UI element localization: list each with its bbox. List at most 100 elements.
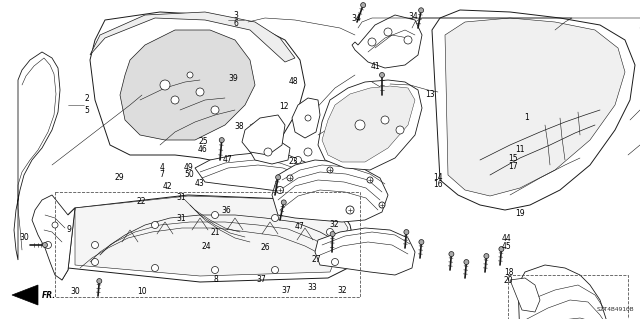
Circle shape (464, 260, 469, 264)
Text: 47: 47 (294, 222, 305, 231)
Polygon shape (32, 195, 75, 280)
Text: 29: 29 (115, 173, 125, 182)
Circle shape (404, 36, 412, 44)
Polygon shape (90, 12, 295, 62)
Polygon shape (510, 278, 540, 312)
Polygon shape (195, 152, 310, 192)
Circle shape (211, 266, 218, 273)
Text: 23: 23 (288, 157, 298, 166)
Polygon shape (292, 98, 320, 138)
Text: 3: 3 (233, 11, 238, 20)
Circle shape (160, 80, 170, 90)
Text: 26: 26 (260, 243, 271, 252)
Text: 31: 31 (176, 214, 186, 223)
Text: 48: 48 (288, 77, 298, 86)
Polygon shape (322, 86, 415, 162)
Text: 32: 32 (337, 286, 348, 295)
Circle shape (196, 88, 204, 96)
Polygon shape (58, 195, 355, 282)
Circle shape (211, 211, 218, 219)
Circle shape (379, 202, 385, 208)
Circle shape (367, 177, 373, 183)
Circle shape (404, 230, 409, 234)
Circle shape (384, 28, 392, 36)
Polygon shape (445, 18, 625, 196)
Circle shape (152, 264, 159, 271)
Polygon shape (242, 115, 285, 155)
Circle shape (220, 137, 224, 143)
Circle shape (171, 96, 179, 104)
Text: 7: 7 (159, 170, 164, 179)
Bar (508, 275, 628, 319)
Text: 18: 18 (504, 268, 513, 277)
Circle shape (152, 221, 159, 228)
Circle shape (396, 126, 404, 134)
Circle shape (287, 175, 293, 181)
Text: 42: 42 (163, 182, 173, 191)
Text: 17: 17 (508, 162, 518, 171)
Text: 34: 34 (351, 14, 361, 23)
Circle shape (211, 106, 219, 114)
Text: 19: 19 (515, 209, 525, 218)
Polygon shape (50, 208, 75, 280)
Polygon shape (315, 228, 415, 275)
Text: 36: 36 (221, 206, 231, 215)
Text: 32: 32 (329, 220, 339, 229)
Text: 21: 21 (211, 228, 220, 237)
Text: 50: 50 (184, 170, 194, 179)
Polygon shape (12, 285, 38, 305)
Text: 47: 47 (222, 155, 232, 164)
Circle shape (294, 157, 301, 164)
Circle shape (264, 148, 272, 156)
Polygon shape (352, 15, 422, 68)
Text: 2: 2 (84, 94, 89, 103)
Text: 37: 37 (282, 286, 292, 295)
Circle shape (327, 167, 333, 173)
Circle shape (97, 278, 102, 284)
Circle shape (187, 72, 193, 78)
Circle shape (271, 266, 278, 273)
Polygon shape (518, 265, 615, 319)
Circle shape (449, 252, 454, 256)
Text: 30: 30 (19, 233, 29, 242)
Circle shape (42, 242, 47, 248)
Text: 6: 6 (233, 19, 238, 28)
Text: 37: 37 (256, 275, 266, 284)
Text: 41: 41 (370, 63, 380, 71)
Circle shape (484, 254, 489, 259)
Circle shape (499, 247, 504, 252)
Text: 33: 33 (307, 283, 317, 292)
Text: 8: 8 (214, 275, 219, 284)
Circle shape (326, 228, 333, 235)
Text: 38: 38 (234, 122, 244, 130)
Circle shape (92, 258, 99, 265)
Text: 43: 43 (195, 179, 205, 188)
Text: 5: 5 (84, 106, 89, 115)
Circle shape (330, 232, 335, 236)
Text: 24: 24 (201, 242, 211, 251)
Text: 30: 30 (70, 287, 81, 296)
Circle shape (271, 214, 278, 221)
Text: 22: 22 (136, 197, 145, 206)
Text: 12: 12 (279, 102, 288, 111)
Polygon shape (75, 196, 348, 276)
Text: 27: 27 (312, 255, 322, 263)
Text: 14: 14 (433, 173, 444, 182)
Text: 49: 49 (184, 163, 194, 172)
Text: 34: 34 (408, 12, 418, 21)
Text: 4: 4 (159, 163, 164, 172)
Circle shape (304, 148, 312, 156)
Polygon shape (432, 10, 635, 210)
Circle shape (346, 206, 354, 214)
Text: 44: 44 (502, 234, 512, 243)
Text: 25: 25 (198, 137, 208, 146)
Text: 31: 31 (176, 193, 186, 202)
Text: 9: 9 (67, 225, 72, 234)
Text: 13: 13 (425, 90, 435, 99)
Circle shape (381, 116, 389, 124)
Polygon shape (14, 52, 60, 260)
Polygon shape (318, 80, 422, 170)
Circle shape (52, 222, 58, 228)
Bar (55, 192, 360, 297)
Text: SZT4B4910B: SZT4B4910B (596, 307, 634, 312)
